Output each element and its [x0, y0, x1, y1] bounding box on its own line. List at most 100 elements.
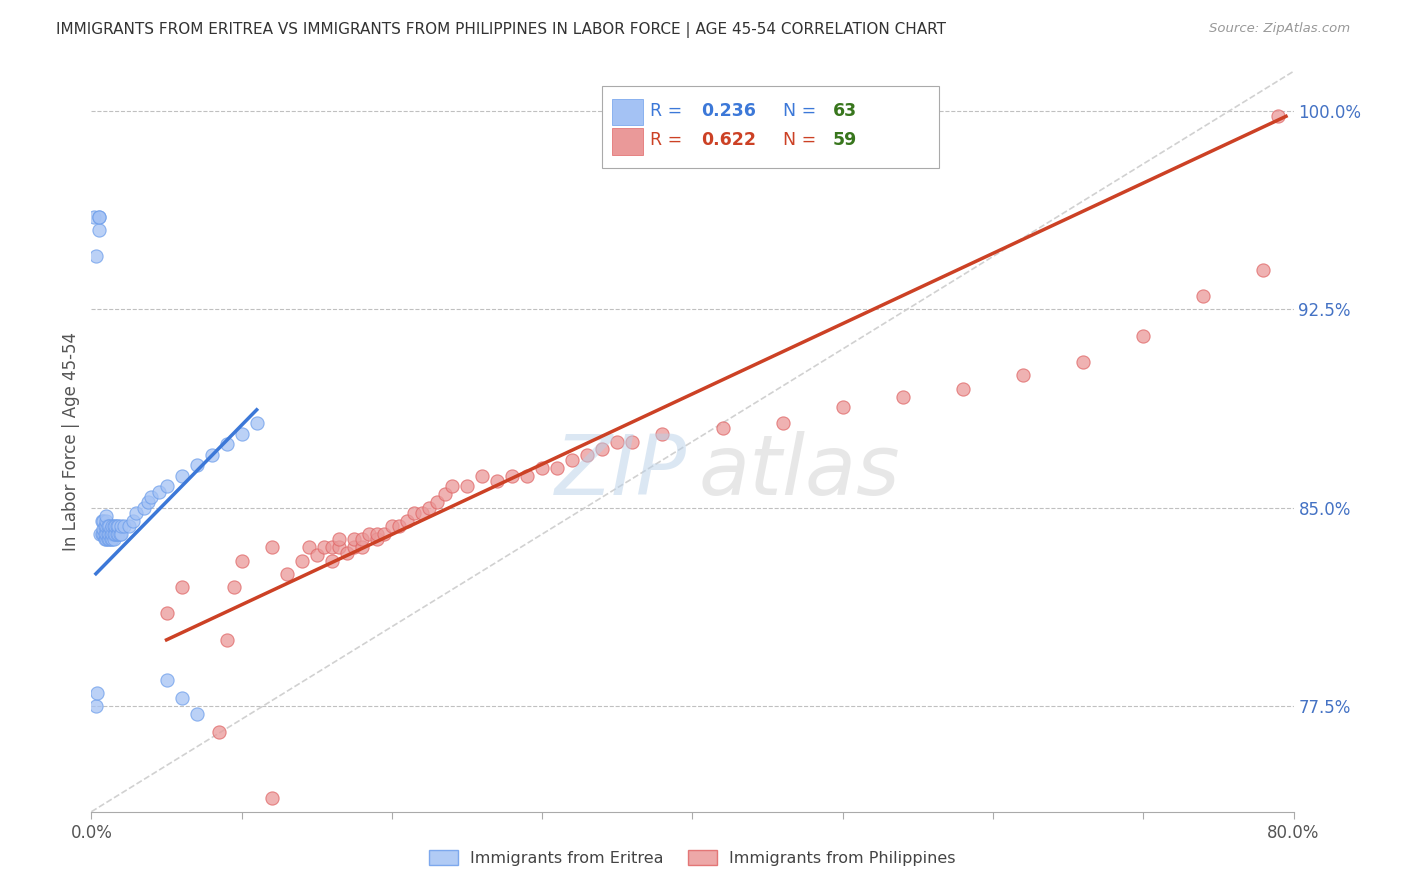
- Point: [186, 706, 208, 721]
- Point: [101, 533, 124, 547]
- Point: [186, 458, 208, 473]
- Point: [100, 522, 122, 536]
- FancyBboxPatch shape: [612, 128, 643, 155]
- Point: [591, 442, 613, 457]
- Point: [107, 527, 129, 541]
- Point: [132, 500, 155, 515]
- Point: [373, 527, 395, 541]
- Point: [103, 519, 125, 533]
- Point: [246, 416, 269, 430]
- Point: [86, 686, 108, 700]
- Point: [98, 527, 121, 541]
- Text: ZIP: ZIP: [554, 431, 686, 512]
- Point: [84, 250, 107, 264]
- Point: [516, 469, 538, 483]
- Point: [90, 514, 112, 528]
- Point: [103, 533, 125, 547]
- Text: 0.622: 0.622: [700, 131, 756, 149]
- Point: [343, 541, 366, 555]
- Point: [1071, 355, 1094, 369]
- Point: [321, 553, 343, 567]
- Point: [104, 519, 127, 533]
- Point: [411, 506, 433, 520]
- Point: [1192, 289, 1215, 303]
- Point: [546, 461, 568, 475]
- Point: [97, 527, 120, 541]
- Point: [305, 548, 328, 562]
- Text: atlas: atlas: [699, 431, 900, 512]
- Point: [97, 519, 120, 533]
- Point: [90, 527, 112, 541]
- Point: [298, 541, 321, 555]
- Point: [138, 495, 160, 509]
- Point: [97, 533, 120, 547]
- Point: [328, 533, 350, 547]
- Point: [105, 519, 128, 533]
- Point: [381, 519, 404, 533]
- Point: [440, 479, 463, 493]
- Point: [96, 508, 118, 523]
- Point: [314, 541, 336, 555]
- Point: [1253, 262, 1275, 277]
- Point: [96, 527, 118, 541]
- Point: [93, 514, 115, 528]
- Point: [122, 514, 145, 528]
- Point: [170, 580, 193, 594]
- Point: [104, 527, 127, 541]
- Point: [83, 210, 105, 224]
- Point: [89, 527, 111, 541]
- FancyBboxPatch shape: [602, 87, 939, 168]
- Point: [260, 541, 283, 555]
- Point: [170, 469, 193, 483]
- Point: [328, 541, 350, 555]
- Text: N =: N =: [783, 131, 821, 149]
- Point: [471, 469, 494, 483]
- Y-axis label: In Labor Force | Age 45-54: In Labor Force | Age 45-54: [62, 332, 80, 551]
- Point: [96, 519, 118, 533]
- Point: [98, 519, 121, 533]
- Legend: Immigrants from Eritrea, Immigrants from Philippines: Immigrants from Eritrea, Immigrants from…: [420, 842, 965, 874]
- Point: [651, 426, 673, 441]
- Point: [561, 453, 583, 467]
- Point: [388, 519, 411, 533]
- Point: [155, 479, 177, 493]
- Point: [125, 506, 148, 520]
- Point: [366, 527, 388, 541]
- Point: [952, 382, 974, 396]
- Point: [110, 527, 132, 541]
- Text: 63: 63: [834, 102, 858, 120]
- Text: 0.236: 0.236: [700, 102, 756, 120]
- Point: [772, 416, 794, 430]
- FancyBboxPatch shape: [612, 99, 643, 126]
- Point: [426, 495, 449, 509]
- Point: [621, 434, 644, 449]
- Point: [231, 553, 253, 567]
- Point: [148, 484, 170, 499]
- Point: [84, 698, 107, 713]
- Point: [93, 527, 115, 541]
- Point: [215, 632, 238, 647]
- Text: R =: R =: [651, 102, 688, 120]
- Point: [1267, 109, 1289, 123]
- Point: [336, 546, 359, 560]
- Point: [108, 527, 131, 541]
- Text: Source: ZipAtlas.com: Source: ZipAtlas.com: [1209, 22, 1350, 36]
- Point: [208, 725, 231, 739]
- Point: [101, 527, 124, 541]
- Text: 59: 59: [834, 131, 858, 149]
- Point: [87, 223, 110, 237]
- Point: [531, 461, 554, 475]
- Point: [350, 533, 373, 547]
- Point: [98, 533, 121, 547]
- Point: [118, 519, 141, 533]
- Point: [114, 519, 136, 533]
- Point: [576, 448, 599, 462]
- Point: [418, 500, 440, 515]
- Point: [100, 533, 122, 547]
- Point: [155, 607, 177, 621]
- Point: [110, 519, 132, 533]
- Point: [105, 527, 128, 541]
- Point: [103, 527, 125, 541]
- Text: R =: R =: [651, 131, 688, 149]
- Point: [359, 527, 381, 541]
